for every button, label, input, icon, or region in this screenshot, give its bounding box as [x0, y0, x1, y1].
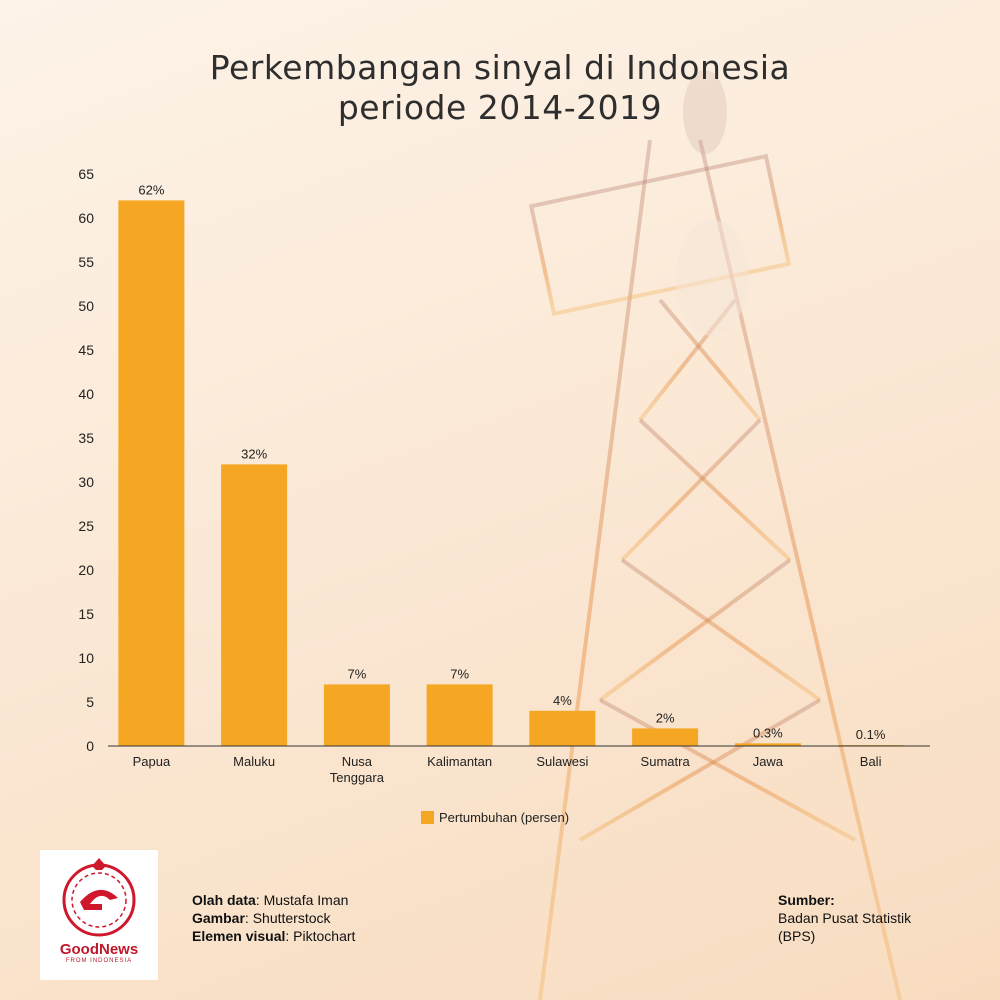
source-line-2: (BPS): [778, 928, 816, 944]
source-label: Sumber:: [778, 892, 835, 908]
legend-swatch: [421, 811, 434, 824]
bar: [221, 464, 288, 746]
category-label: Nusa Tenggara: [330, 754, 385, 785]
bar: [118, 200, 185, 746]
y-tick-label: 10: [78, 650, 94, 666]
category-label: Kalimantan: [427, 754, 492, 769]
logo-wordmark-text: GoodNews: [59, 941, 139, 958]
source: Sumber: Badan Pusat Statistik (BPS): [778, 891, 911, 945]
category-label: Bali: [860, 754, 882, 769]
credit-visual: Elemen visual: Piktochart: [192, 928, 356, 944]
chart-title-line-2: periode 2014-2019: [337, 88, 663, 127]
y-tick-label: 0: [86, 738, 94, 754]
legend: Pertumbuhan (persen): [421, 810, 569, 825]
data-label: 7%: [450, 666, 469, 681]
legend-label: Pertumbuhan (persen): [439, 810, 570, 825]
y-tick-label: 20: [78, 562, 94, 578]
garuda-logo-icon: [62, 858, 136, 937]
category-label: Sumatra: [641, 754, 691, 769]
category-label: Jawa: [753, 754, 784, 769]
y-tick-label: 40: [78, 386, 94, 402]
y-tick-label: 55: [78, 254, 94, 270]
credits: Olah data: Mustafa Iman Gambar: Shutters…: [192, 891, 355, 945]
category-label: Sulawesi: [536, 754, 588, 769]
credit-image: Gambar: Shutterstock: [192, 910, 331, 926]
y-tick-label: 25: [78, 518, 94, 534]
y-tick-label: 30: [78, 474, 94, 490]
logo-wordmark: GoodNews: [40, 942, 158, 958]
chart-title-line-1: Perkembangan sinyal di Indonesia: [209, 48, 791, 87]
y-tick-label: 35: [78, 430, 94, 446]
category-label: Papua: [133, 754, 171, 769]
data-label: 32%: [241, 446, 267, 461]
y-tick-label: 15: [78, 606, 94, 622]
y-tick-label: 65: [78, 166, 94, 182]
source-line-1: Badan Pusat Statistik: [778, 910, 912, 926]
credit-data: Olah data: Mustafa Iman: [192, 892, 349, 908]
data-label: 2%: [656, 710, 675, 725]
bar: [632, 728, 699, 746]
bar: [529, 710, 596, 746]
chart-title: Perkembangan sinyal di Indonesia periode…: [0, 48, 1000, 128]
bar: [323, 684, 390, 746]
y-tick-label: 5: [86, 694, 94, 710]
y-tick-label: 60: [78, 210, 94, 226]
bar: [426, 684, 493, 746]
category-label: Maluku: [233, 754, 275, 769]
data-label: 7%: [347, 666, 366, 681]
goodnews-logo: GoodNews FROM INDONESIA: [40, 850, 158, 980]
y-tick-label: 45: [78, 342, 94, 358]
y-tick-label: 50: [78, 298, 94, 314]
data-label: 0.3%: [753, 725, 783, 740]
data-label: 4%: [553, 693, 572, 708]
data-label: 62%: [138, 182, 164, 197]
bar: [734, 743, 801, 746]
data-label: 0.1%: [856, 727, 886, 742]
logo-subtitle: FROM INDONESIA: [65, 958, 133, 964]
